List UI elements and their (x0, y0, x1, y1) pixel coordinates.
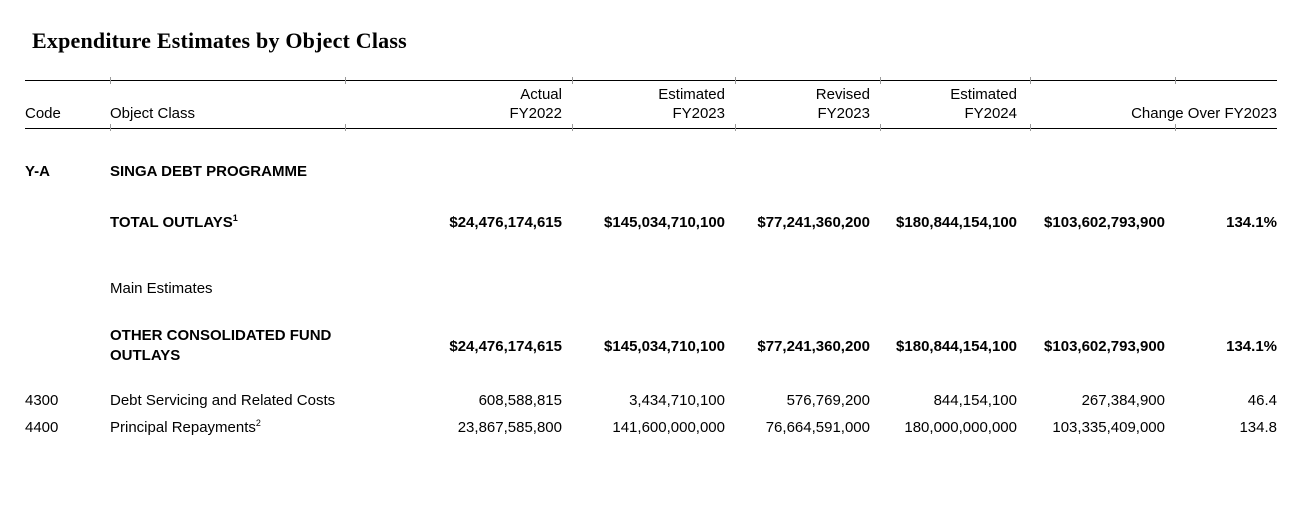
line-item-estimated-fy2024: 844,154,100 (933, 392, 1017, 409)
total-outlays-label: TOTAL OUTLAYS1 (110, 213, 345, 232)
column-header-estimated-fy2024: Estimated FY2024 (870, 85, 1017, 123)
total-outlays-label-text: TOTAL OUTLAYS (110, 214, 233, 231)
expenditure-table: Code Object Class Actual FY2022 Estimate… (25, 77, 1277, 437)
line-item-actual-fy2022: 23,867,585,800 (457, 419, 562, 436)
header-bottom-rule (25, 128, 1277, 129)
column-header-line: FY2022 (509, 105, 562, 122)
total-outlays-revised-fy2023: $77,241,360,200 (757, 214, 870, 231)
total-outlays-change-amount: $103,602,793,900 (1044, 214, 1165, 231)
ocfo-label: OTHER CONSOLIDATED FUND OUTLAYS (110, 327, 332, 364)
column-header-line: FY2024 (964, 105, 1017, 122)
footnote-marker: 1 (232, 213, 238, 223)
section-code: Y-A (25, 163, 51, 180)
line-item-change-percent: 46.4 (1247, 392, 1277, 409)
ocfo-estimated-fy2023: $145,034,710,100 (604, 337, 725, 355)
total-outlays-estimated-fy2023: $145,034,710,100 (604, 214, 725, 231)
subsection-row: Main Estimates (25, 279, 1277, 298)
column-header-line: FY2023 (672, 105, 725, 122)
page-title: Expenditure Estimates by Object Class (32, 28, 407, 53)
line-item-revised-fy2023: 76,664,591,000 (765, 419, 870, 436)
section-name: SINGA DEBT PROGRAMME (110, 163, 307, 180)
line-item-row: 4300 Debt Servicing and Related Costs 60… (25, 391, 1277, 410)
table-header-row: Code Object Class Actual FY2022 Estimate… (25, 81, 1277, 128)
total-outlays-estimated-fy2024: $180,844,154,100 (896, 214, 1017, 231)
column-header-line: Revised (815, 86, 870, 103)
line-item-code: 4300 (25, 392, 59, 409)
subsection-label: Main Estimates (110, 280, 213, 297)
column-header-change-over-fy2023: Change Over FY2023 (1131, 105, 1277, 122)
ocfo-change-amount: $103,602,793,900 (1044, 337, 1165, 355)
line-item-code: 4400 (25, 419, 59, 436)
line-item-estimated-fy2023: 141,600,000,000 (612, 419, 725, 436)
column-header-actual-fy2022: Actual FY2022 (345, 85, 562, 123)
ocfo-actual-fy2022: $24,476,174,615 (449, 337, 562, 355)
ocfo-estimated-fy2024: $180,844,154,100 (896, 337, 1017, 355)
line-item-change-percent: 134.8 (1239, 419, 1277, 436)
ocfo-change-percent: 134.1% (1226, 337, 1277, 355)
column-header-line: Actual (520, 86, 562, 103)
line-item-actual-fy2022: 608,588,815 (478, 392, 562, 409)
line-item-change-amount: 103,335,409,000 (1052, 419, 1165, 436)
total-outlays-row: TOTAL OUTLAYS1 $24,476,174,615 $145,034,… (25, 213, 1277, 232)
line-item-label: Principal Repayments2 (110, 418, 345, 437)
other-consolidated-fund-outlays-row: OTHER CONSOLIDATED FUND OUTLAYS $24,476,… (25, 326, 1277, 366)
line-item-revised-fy2023: 576,769,200 (786, 392, 870, 409)
footnote-marker: 2 (255, 418, 261, 428)
line-item-label-text: Debt Servicing and Related Costs (110, 392, 336, 409)
column-header-code: Code (25, 105, 61, 122)
column-header-object-class: Object Class (110, 105, 196, 122)
ocfo-revised-fy2023: $77,241,360,200 (757, 337, 870, 355)
column-header-line: FY2023 (817, 105, 870, 122)
line-item-row: 4400 Principal Repayments2 23,867,585,80… (25, 418, 1277, 437)
column-header-estimated-fy2023: Estimated FY2023 (562, 85, 725, 123)
column-header-line: Estimated (950, 86, 1017, 103)
total-outlays-actual-fy2022: $24,476,174,615 (449, 214, 562, 231)
column-header-line: Estimated (658, 86, 725, 103)
section-row: Y-A SINGA DEBT PROGRAMME (25, 162, 1277, 181)
total-outlays-change-percent: 134.1% (1226, 214, 1277, 231)
line-item-label-text: Principal Repayments (110, 419, 256, 436)
column-header-revised-fy2023: Revised FY2023 (725, 85, 870, 123)
line-item-change-amount: 267,384,900 (1081, 392, 1165, 409)
line-item-estimated-fy2023: 3,434,710,100 (629, 392, 725, 409)
line-item-estimated-fy2024: 180,000,000,000 (904, 419, 1017, 436)
line-item-label: Debt Servicing and Related Costs (110, 391, 345, 410)
